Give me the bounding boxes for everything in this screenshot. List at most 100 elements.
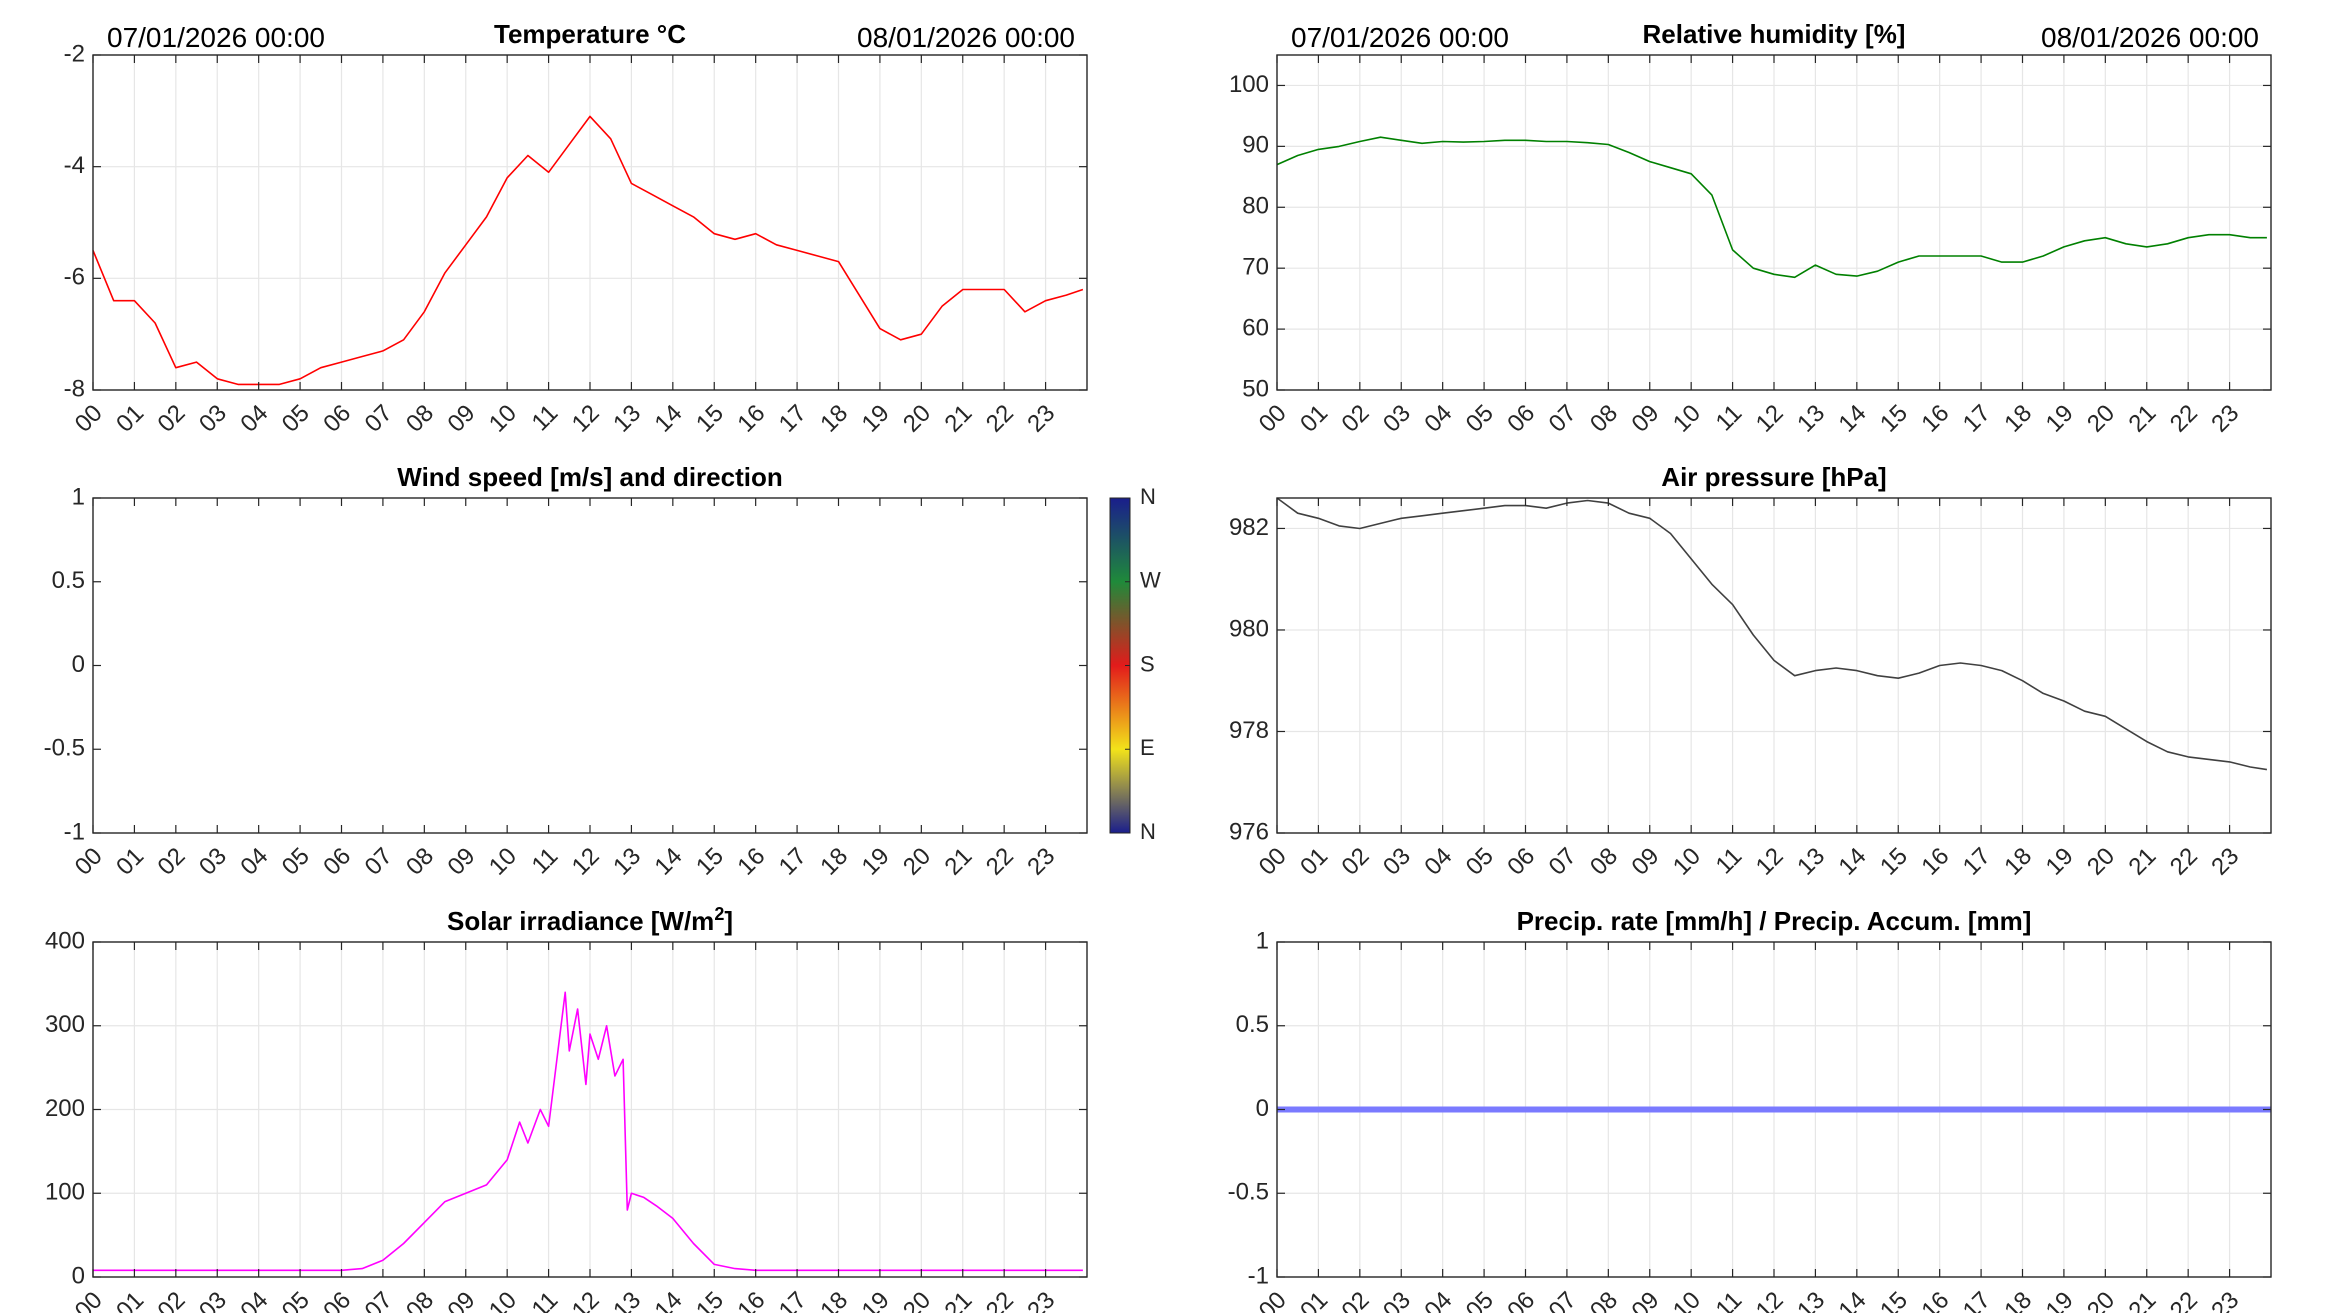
solar-xtick-label: 21 xyxy=(940,1287,978,1313)
wind-xtick-label: 01 xyxy=(111,843,149,881)
temperature-end-date: 08/01/2026 00:00 xyxy=(857,22,1075,53)
wind-xtick-label: 02 xyxy=(153,843,191,881)
pressure-xtick-label: 22 xyxy=(2165,843,2203,881)
temperature-xtick-label: 13 xyxy=(608,400,646,438)
humidity-xtick-label: 08 xyxy=(1585,400,1623,438)
precip-xtick-label: 20 xyxy=(2082,1287,2120,1313)
solar-xtick-label: 12 xyxy=(567,1287,605,1313)
pressure-xtick-label: 09 xyxy=(1627,843,1665,881)
wind-xtick-label: 09 xyxy=(443,843,481,881)
temperature-ytick-label: -6 xyxy=(64,264,85,291)
wind-ytick-label: -1 xyxy=(64,818,85,845)
solar-xtick-label: 19 xyxy=(857,1287,895,1313)
pressure-xtick-label: 08 xyxy=(1585,843,1623,881)
wind-xtick-label: 05 xyxy=(277,843,315,881)
humidity-xtick-label: 14 xyxy=(1834,400,1872,438)
precip-xtick-label: 17 xyxy=(1958,1287,1996,1313)
wind-xtick-label: 18 xyxy=(815,843,853,881)
humidity-xtick-label: 15 xyxy=(1875,400,1913,438)
pressure-xtick-label: 21 xyxy=(2124,843,2162,881)
temperature-xtick-label: 15 xyxy=(691,400,729,438)
precip-xtick-label: 15 xyxy=(1875,1287,1913,1313)
precip-xtick-label: 19 xyxy=(2041,1287,2079,1313)
colorbar-label: W xyxy=(1140,568,1161,593)
humidity-ytick-label: 100 xyxy=(1229,71,1269,98)
humidity-xtick-label: 13 xyxy=(1792,400,1830,438)
solar-xtick-label: 07 xyxy=(360,1287,398,1313)
humidity-xtick-label: 11 xyxy=(1711,400,1748,437)
temperature-xtick-label: 06 xyxy=(318,400,356,438)
humidity-xtick-label: 05 xyxy=(1461,400,1499,438)
pressure-xtick-label: 15 xyxy=(1875,843,1913,881)
temperature-xtick-label: 21 xyxy=(940,400,978,438)
pressure-ytick-label: 978 xyxy=(1229,717,1269,744)
wind-xtick-label: 11 xyxy=(527,843,564,880)
pressure-xtick-label: 19 xyxy=(2041,843,2079,881)
humidity-xtick-label: 01 xyxy=(1295,400,1333,438)
precip-xtick-label: 08 xyxy=(1585,1287,1623,1313)
precip-xtick-label: 07 xyxy=(1544,1287,1582,1313)
solar-xtick-label: 00 xyxy=(70,1287,108,1313)
humidity-series-line xyxy=(1276,136,2267,279)
title-end: ] xyxy=(724,906,733,936)
temperature-xtick-label: 05 xyxy=(277,400,315,438)
precip-ytick-label: 0 xyxy=(1256,1095,1269,1122)
wind-ytick-label: -0.5 xyxy=(44,735,85,762)
temperature-xtick-label: 11 xyxy=(527,400,564,437)
colorbar-label: E xyxy=(1140,735,1155,760)
solar-xtick-label: 11 xyxy=(527,1287,564,1313)
humidity-xtick-label: 23 xyxy=(2206,400,2244,438)
pressure-title: Air pressure [hPa] xyxy=(1661,462,1886,492)
humidity-xtick-label: 21 xyxy=(2124,400,2162,438)
wind-xtick-label: 15 xyxy=(691,843,729,881)
solar-series-line xyxy=(93,991,1083,1272)
colorbar-label: N xyxy=(1140,819,1156,844)
wind-xtick-label: 21 xyxy=(940,843,978,881)
precip-xtick-label: 10 xyxy=(1668,1287,1706,1313)
humidity-xtick-label: 04 xyxy=(1419,400,1457,438)
humidity-xtick-label: 20 xyxy=(2082,400,2120,438)
precip-xtick-label: 22 xyxy=(2165,1287,2203,1313)
humidity-xtick-label: 12 xyxy=(1751,400,1789,438)
precip-title: Precip. rate [mm/h] / Precip. Accum. [mm… xyxy=(1517,906,2032,936)
wind-ytick-label: 0 xyxy=(72,651,85,678)
precip-ytick-label: -1 xyxy=(1248,1262,1269,1289)
temperature-ytick-label: -8 xyxy=(64,375,85,402)
temperature-ytick-label: -2 xyxy=(64,40,85,67)
pressure-panel: 00 01 02 03 04 05 06 07 08 09 10 11 12 13 14 15 16 17 18 19… xyxy=(1229,462,2272,881)
humidity-xtick-label: 03 xyxy=(1378,400,1416,438)
precip-xtick-label: 01 xyxy=(1295,1287,1333,1313)
solar-xtick-label: 15 xyxy=(691,1287,729,1313)
precip-xtick-label: 12 xyxy=(1751,1287,1789,1313)
humidity-end-date: 08/01/2026 00:00 xyxy=(2041,22,2259,53)
pressure-xtick-label: 18 xyxy=(1999,843,2037,881)
pressure-xtick-label: 02 xyxy=(1337,843,1375,881)
solar-xtick-label: 13 xyxy=(608,1287,646,1313)
wind-xtick-label: 04 xyxy=(235,843,273,881)
temperature-xtick-label: 22 xyxy=(981,400,1019,438)
wind-xtick-label: 19 xyxy=(857,843,895,881)
solar-ytick-label: 0 xyxy=(72,1262,85,1289)
solar-ytick-label: 200 xyxy=(45,1095,85,1122)
pressure-xtick-label: 03 xyxy=(1378,843,1416,881)
wind-title: Wind speed [m/s] and direction xyxy=(397,462,782,492)
pressure-xtick-label: 07 xyxy=(1544,843,1582,881)
precip-xtick-label: 21 xyxy=(2124,1287,2162,1313)
temperature-xtick-label: 09 xyxy=(443,400,481,438)
solar-xtick-label: 02 xyxy=(153,1287,191,1313)
wind-ytick-label: 0.5 xyxy=(52,567,85,594)
pressure-xtick-label: 23 xyxy=(2206,843,2244,881)
humidity-xtick-label: 17 xyxy=(1958,400,1996,438)
precip-xtick-label: 04 xyxy=(1419,1287,1457,1313)
temperature-xtick-label: 04 xyxy=(235,400,273,438)
solar-xtick-label: 16 xyxy=(732,1287,770,1313)
pressure-ytick-label: 976 xyxy=(1229,818,1269,845)
precip-xtick-label: 03 xyxy=(1378,1287,1416,1313)
precip-xtick-label: 02 xyxy=(1337,1287,1375,1313)
temperature-start-date: 07/01/2026 00:00 xyxy=(107,22,325,53)
wind-direction-colorbar: N W S E N xyxy=(1109,484,1161,844)
wind-xtick-label: 12 xyxy=(567,843,605,881)
temperature-xtick-label: 07 xyxy=(360,400,398,438)
temperature-xtick-label: 02 xyxy=(153,400,191,438)
